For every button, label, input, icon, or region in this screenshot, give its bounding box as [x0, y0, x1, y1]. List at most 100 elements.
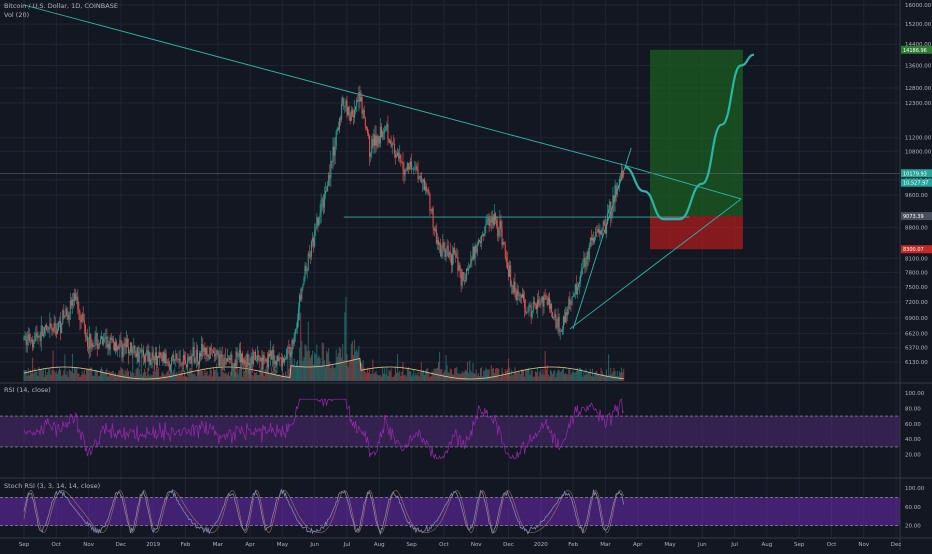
candle-body	[513, 281, 515, 293]
volume-bar	[195, 376, 197, 381]
stoch-rsi-plot	[0, 488, 900, 536]
candle-body	[424, 179, 426, 190]
volume-bar	[608, 354, 610, 381]
candle-body	[386, 124, 388, 127]
volume-bar	[407, 367, 409, 381]
volume-bar	[138, 369, 140, 381]
candle-body	[558, 316, 560, 332]
candle-body	[317, 217, 319, 226]
volume-bar	[111, 370, 113, 381]
volume-bar	[579, 367, 581, 381]
volume-bar	[463, 371, 465, 381]
volume-bar	[322, 343, 324, 381]
candle-body	[350, 110, 352, 121]
candle-body	[411, 161, 413, 170]
volume-bar	[196, 369, 198, 381]
volume-bar	[257, 375, 259, 381]
candle-body	[342, 98, 344, 105]
volume-bar	[388, 370, 390, 381]
rsi-indicator-label[interactable]: RSI (14, close)	[4, 386, 51, 394]
volume-bar	[286, 375, 288, 381]
candle-body	[71, 299, 73, 306]
volume-bar	[60, 369, 62, 381]
candle-body	[463, 280, 465, 281]
candle-body	[431, 208, 433, 211]
candle-body	[109, 337, 111, 350]
candle-body	[200, 353, 202, 357]
candle-body	[553, 317, 555, 319]
candle-body	[55, 328, 57, 335]
candle-body	[544, 294, 546, 296]
volume-bar	[291, 340, 293, 381]
volume-bar	[486, 369, 488, 381]
candle-body	[153, 359, 155, 361]
candle-body	[198, 353, 200, 365]
candle-body	[234, 363, 236, 367]
candle-body	[267, 353, 269, 368]
volume-bar	[78, 373, 80, 381]
volume-bar	[399, 370, 401, 381]
candle-body	[48, 327, 50, 330]
volume-bar	[480, 368, 482, 381]
candle-body	[248, 363, 250, 365]
volume-bar	[256, 372, 258, 381]
symbol-title[interactable]: Bitcoin / U.S. Dollar, 1D, COINBASE	[4, 2, 118, 10]
volume-bar	[492, 367, 494, 381]
volume-bar	[65, 374, 67, 381]
time-tick-label: Aug	[374, 542, 385, 548]
volume-bar	[609, 374, 611, 381]
volume-bar	[51, 369, 53, 381]
volume-bar	[221, 367, 223, 381]
volume-bar	[59, 367, 61, 381]
candle-body	[268, 353, 270, 357]
volume-bar	[67, 376, 69, 381]
trendline	[624, 164, 742, 200]
candle-body	[291, 340, 293, 354]
candle-body	[575, 284, 577, 295]
volume-bar	[425, 370, 427, 381]
volume-bar	[375, 370, 377, 381]
candle-body	[180, 362, 182, 365]
candle-body	[304, 265, 306, 279]
candle-body	[23, 336, 25, 341]
volume-bar	[262, 375, 264, 381]
volume-bar	[179, 373, 181, 381]
volume-bar	[145, 371, 147, 381]
candle-body	[379, 126, 381, 144]
candle-body	[349, 115, 351, 121]
volume-bar	[604, 375, 606, 381]
candle-body	[259, 356, 261, 361]
candle-body	[235, 351, 237, 367]
candle-body	[495, 213, 497, 221]
volume-bar	[315, 354, 317, 381]
volume-indicator-label[interactable]: Vol (20)	[4, 11, 30, 19]
volume-bar	[25, 370, 27, 381]
volume-bar	[226, 374, 228, 381]
candle-body	[129, 352, 131, 354]
volume-bar	[615, 376, 617, 381]
volume-bar	[63, 370, 65, 381]
time-tick-label: May	[277, 542, 289, 548]
volume-bar	[617, 376, 619, 381]
candle-body	[566, 312, 568, 316]
candle-body	[498, 229, 500, 237]
candle-body	[258, 355, 260, 357]
volume-bar	[298, 367, 300, 381]
candle-body	[145, 354, 147, 363]
volume-bar	[124, 370, 126, 381]
candle-body	[168, 363, 170, 370]
volume-bar	[350, 343, 352, 381]
volume-bar	[248, 370, 250, 381]
candle-body	[183, 355, 185, 361]
candle-body	[408, 167, 410, 170]
candle-body	[446, 245, 448, 249]
stoch-rsi-indicator-label[interactable]: Stoch RSI (3, 3, 14, 14, close)	[4, 482, 101, 490]
candle-body	[524, 299, 526, 308]
volume-bar	[582, 376, 584, 381]
volume-bar	[215, 369, 217, 381]
volume-bar	[530, 370, 532, 381]
volume-bar	[605, 369, 607, 381]
volume-bar	[129, 376, 131, 381]
